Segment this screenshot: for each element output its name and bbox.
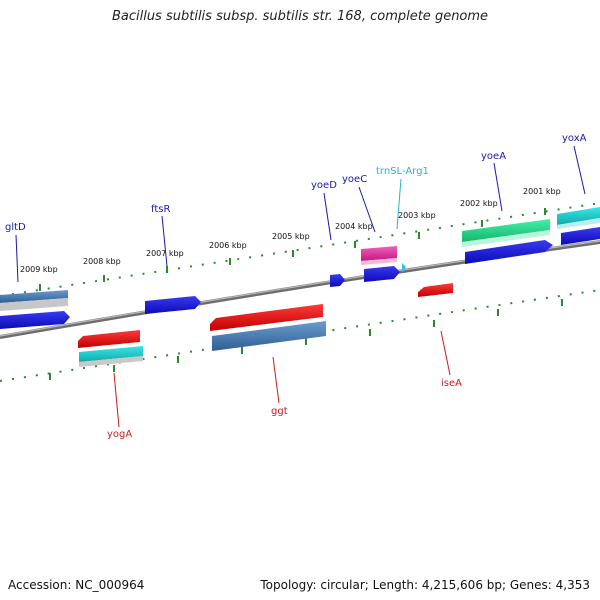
gene-yoeA[interactable]: [465, 240, 553, 264]
gene-yoeD[interactable]: [330, 274, 345, 287]
gene-label-yoeA[interactable]: yoeA: [481, 151, 506, 162]
scale-label-2005: 2005 kbp: [272, 232, 310, 241]
gene-iseA[interactable]: [418, 283, 453, 297]
gene-yoeC[interactable]: [364, 266, 400, 282]
gene-yoxA[interactable]: [561, 227, 600, 245]
scale-label-2001: 2001 kbp: [523, 187, 561, 196]
scale-label-2007: 2007 kbp: [146, 249, 184, 258]
topology-label: Topology: circular; Length: 4,215,606 bp…: [260, 578, 590, 592]
gene-label-ftsR[interactable]: ftsR: [151, 204, 170, 215]
scale-label-2002: 2002 kbp: [460, 199, 498, 208]
gene-label-yoeC[interactable]: yoeC: [342, 174, 367, 185]
leader-lines: [15, 145, 586, 428]
scale-track-upper: [0, 202, 600, 297]
scale-label-2008: 2008 kbp: [83, 257, 121, 266]
gene-yoxA-teal[interactable]: [557, 207, 600, 229]
gene-gltD[interactable]: [0, 311, 70, 329]
scale-label-2009: 2009 kbp: [20, 265, 58, 274]
gene-label-gltD[interactable]: gltD: [5, 222, 26, 233]
gene-trnSL-Arg1[interactable]: [402, 263, 406, 273]
gene-label-ggt[interactable]: ggt: [271, 406, 288, 417]
gene-label-yoeD[interactable]: yoeD: [311, 180, 337, 191]
scale-track-lower: [0, 289, 600, 382]
gene-ftsR[interactable]: [145, 296, 201, 314]
scale-label-2003: 2003 kbp: [398, 211, 436, 220]
gene-label-trnSL-Arg1[interactable]: trnSL-Arg1: [376, 166, 429, 177]
gene-label-yoxA[interactable]: yoxA: [562, 133, 587, 144]
gene-yoeA-green[interactable]: [462, 219, 550, 247]
gene-yogA[interactable]: [78, 330, 143, 367]
gene-gltD-steel[interactable]: [0, 290, 68, 311]
accession-label: Accession: NC_000964: [8, 578, 145, 592]
gene-label-yogA[interactable]: yogA: [107, 429, 132, 440]
scale-label-2006: 2006 kbp: [209, 241, 247, 250]
gene-yoeC-pink[interactable]: [361, 246, 397, 265]
scale-label-2004: 2004 kbp: [335, 222, 373, 231]
map-title: Bacillus subtilis subsp. subtilis str. 1…: [111, 9, 489, 24]
gene-ggt[interactable]: [210, 304, 326, 351]
gene-label-iseA[interactable]: iseA: [441, 378, 462, 389]
